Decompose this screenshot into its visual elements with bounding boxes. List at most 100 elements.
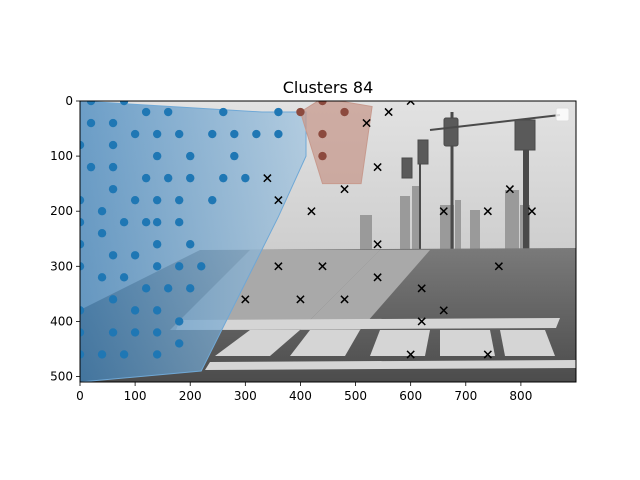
- x-axis: 0 100 200 300 400 500 600 700 800: [76, 382, 532, 403]
- y-tick-label: 200: [50, 204, 73, 218]
- noise-point-11: [527, 207, 537, 216]
- cluster-0-point-28: [80, 195, 85, 205]
- x-tick-label: 300: [234, 389, 257, 403]
- noise-point-20: [340, 295, 349, 304]
- cluster-0-point-3: [108, 118, 118, 128]
- noise-point-6: [274, 196, 283, 205]
- noise-point-14: [318, 262, 327, 271]
- cluster-0-point-31: [175, 195, 184, 205]
- cluster-0-point-9: [108, 140, 118, 150]
- cluster-0-point-60: [130, 328, 140, 337]
- cluster-1-point-4: [318, 151, 327, 161]
- cluster-0-point-27: [241, 173, 250, 183]
- cluster-1-point-1: [318, 101, 327, 106]
- legend-box: [555, 107, 570, 122]
- noise-point-8: [439, 207, 448, 216]
- noise-point-5: [340, 185, 349, 194]
- x-tick-label: 800: [509, 389, 532, 403]
- cluster-0-point-21: [230, 151, 239, 161]
- noise-point-22: [417, 317, 426, 326]
- cluster-0-point-26: [219, 173, 228, 183]
- x-tick-label: 700: [454, 389, 477, 403]
- cluster-0-point-16: [274, 129, 283, 139]
- cluster-0-point-12: [175, 129, 184, 139]
- cluster-points: [80, 101, 537, 359]
- cluster-0-point-59: [108, 328, 118, 337]
- cluster-0-point-56: [130, 306, 140, 315]
- cluster-0-point-19: [152, 151, 162, 161]
- cluster-0-point-62: [175, 317, 184, 326]
- cluster-0-point-25: [186, 173, 195, 183]
- x-tick-label: 400: [289, 389, 312, 403]
- cluster-0-point-66: [152, 350, 162, 359]
- cluster-1-point-0: [296, 107, 305, 117]
- cluster-0-point-0: [86, 101, 96, 106]
- noise-point-18: [241, 295, 250, 304]
- cluster-0-point-20: [186, 151, 195, 161]
- cluster-0-point-46: [152, 262, 162, 271]
- y-axis: 0 100 200 300 400 500: [50, 94, 80, 383]
- cluster-0-point-34: [97, 206, 107, 216]
- noise-point-10: [505, 185, 514, 194]
- cluster-0-point-58: [80, 328, 85, 337]
- y-tick-label: 300: [50, 259, 73, 273]
- cluster-0-point-32: [208, 195, 217, 205]
- y-tick-label: 100: [50, 149, 73, 163]
- cluster-0-point-35: [119, 218, 129, 227]
- cluster-0-point-44: [108, 251, 118, 260]
- noise-point-24: [483, 350, 492, 359]
- noise-point-0: [406, 101, 415, 106]
- x-tick-label: 100: [124, 389, 147, 403]
- chart-title: Clusters 84: [283, 78, 374, 97]
- cluster-0-point-47: [175, 262, 184, 271]
- y-tick-label: 500: [50, 369, 73, 383]
- noise-point-21: [439, 306, 448, 315]
- cluster-0-point-11: [152, 129, 162, 139]
- cluster-0-point-5: [163, 107, 173, 117]
- noise-point-23: [406, 350, 415, 359]
- cluster-0-point-42: [186, 240, 195, 249]
- cluster-0-point-22: [108, 184, 118, 194]
- noise-point-16: [494, 262, 503, 271]
- y-tick-label: 400: [50, 314, 73, 328]
- cluster-0-point-63: [80, 350, 85, 359]
- noise-point-19: [296, 295, 305, 304]
- cluster-0-point-41: [152, 240, 162, 249]
- cluster-0-point-30: [152, 195, 162, 205]
- cluster-0-point-64: [97, 350, 107, 359]
- noise-point-7: [307, 207, 316, 216]
- cluster-0-point-1: [119, 101, 129, 106]
- cluster-1-point-3: [318, 129, 327, 139]
- plot-frame: [79, 100, 577, 383]
- cluster-0-point-18: [108, 162, 118, 172]
- cluster-0-point-14: [230, 129, 239, 139]
- cluster-0-point-8: [80, 140, 85, 150]
- noise-point-9: [483, 207, 492, 216]
- cluster-hull-1: [299, 101, 373, 185]
- noise-point-15: [373, 273, 382, 282]
- x-tick-label: 500: [344, 389, 367, 403]
- x-tick-label: 200: [179, 389, 202, 403]
- cluster-0-point-38: [175, 218, 184, 227]
- noise-point-2: [362, 118, 371, 128]
- noise-point-13: [274, 262, 283, 271]
- cluster-0-point-29: [130, 195, 140, 205]
- y-tick-label: 0: [65, 94, 73, 108]
- cluster-0-point-43: [80, 262, 85, 271]
- noise-point-3: [373, 162, 382, 172]
- cluster-0-point-4: [141, 107, 151, 117]
- cluster-0-point-23: [141, 173, 151, 183]
- cluster-1-point-2: [340, 107, 349, 117]
- cluster-0-point-39: [80, 240, 85, 249]
- cluster-0-point-53: [186, 284, 195, 293]
- cluster-0-point-6: [219, 107, 228, 117]
- cluster-0-point-65: [119, 350, 129, 359]
- cluster-0-point-49: [97, 273, 107, 282]
- noise-point-12: [373, 240, 382, 249]
- cluster-0-point-10: [130, 129, 140, 139]
- x-tick-label: 0: [76, 389, 84, 403]
- cluster-0-point-36: [141, 218, 151, 227]
- cluster-0-point-33: [80, 218, 85, 227]
- cluster-0-point-45: [130, 251, 140, 260]
